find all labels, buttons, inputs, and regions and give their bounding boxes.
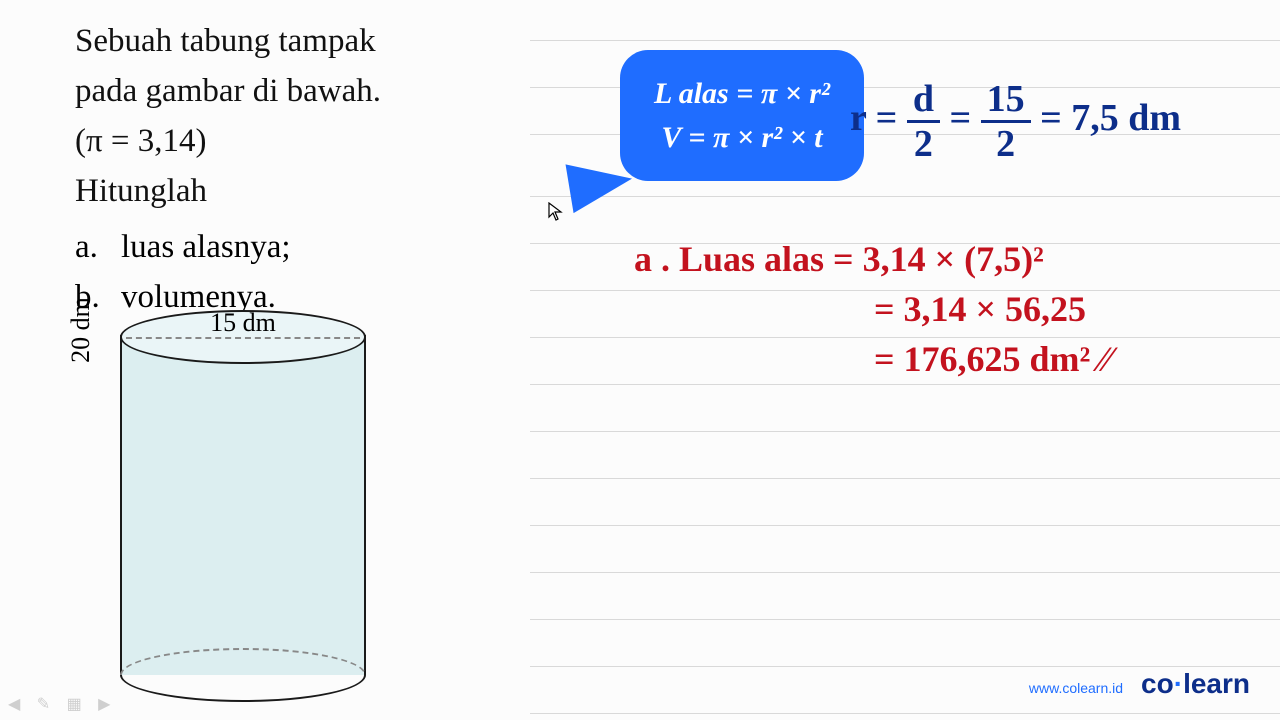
hw-r-result: = 7,5 dm xyxy=(1040,97,1181,139)
hw-r-num-d: d xyxy=(907,80,940,123)
cylinder-height-label: 20 dm xyxy=(66,230,96,430)
formula-speech-bubble: L alas = π × r² V = π × r² × t xyxy=(620,50,864,181)
problem-line-2: pada gambar di bawah. xyxy=(75,68,605,116)
hw-r-frac-d2: d 2 xyxy=(907,80,940,163)
hw-area-line1: a . Luas alas = 3,14 × (7,5)² xyxy=(634,238,1044,280)
hw-r-eq1: = xyxy=(949,97,971,139)
cylinder-body xyxy=(120,335,366,675)
problem-text-block: Sebuah tabung tampak pada gambar di bawa… xyxy=(75,18,605,322)
hw-radius-calc: r = d 2 = 15 2 = 7,5 dm xyxy=(850,80,1181,163)
slideshow-nav-icons: ◀ ✎ ▦ ▶ xyxy=(8,694,116,714)
hw-r-lead: r = xyxy=(850,97,897,139)
bubble-line-1: L alas = π × r² xyxy=(654,72,830,116)
hw-r-frac-15-2: 15 2 xyxy=(981,80,1031,163)
hw-r-den-2b: 2 xyxy=(990,123,1021,163)
page-root: Sebuah tabung tampak pada gambar di bawa… xyxy=(0,0,1280,720)
brand-dot: · xyxy=(1174,668,1183,699)
brand-right: learn xyxy=(1183,668,1250,699)
problem-line-1: Sebuah tabung tampak xyxy=(75,18,605,66)
problem-pi: (π = 3,14) xyxy=(75,118,605,166)
cylinder-figure: 15 dm 20 dm xyxy=(120,310,380,710)
brand-left: co xyxy=(1141,668,1174,699)
problem-item-a: a. luas alasnya; xyxy=(75,223,605,273)
problem-hitunglah: Hitunglah xyxy=(75,168,605,216)
item-a-text: luas alasnya; xyxy=(121,223,291,273)
hw-area-line2: = 3,14 × 56,25 xyxy=(874,288,1086,330)
hw-r-num-15: 15 xyxy=(981,80,1031,123)
cylinder-diameter-label: 15 dm xyxy=(120,308,366,338)
hw-area-line3: = 176,625 dm² ⁄⁄ xyxy=(874,338,1111,380)
brand-logo: co·learn xyxy=(1141,668,1250,700)
bubble-line-2: V = π × r² × t xyxy=(654,116,830,160)
brand-url: www.colearn.id xyxy=(1029,680,1123,696)
hw-r-den-2a: 2 xyxy=(908,123,939,163)
branding-footer: www.colearn.id co·learn xyxy=(1029,668,1250,700)
